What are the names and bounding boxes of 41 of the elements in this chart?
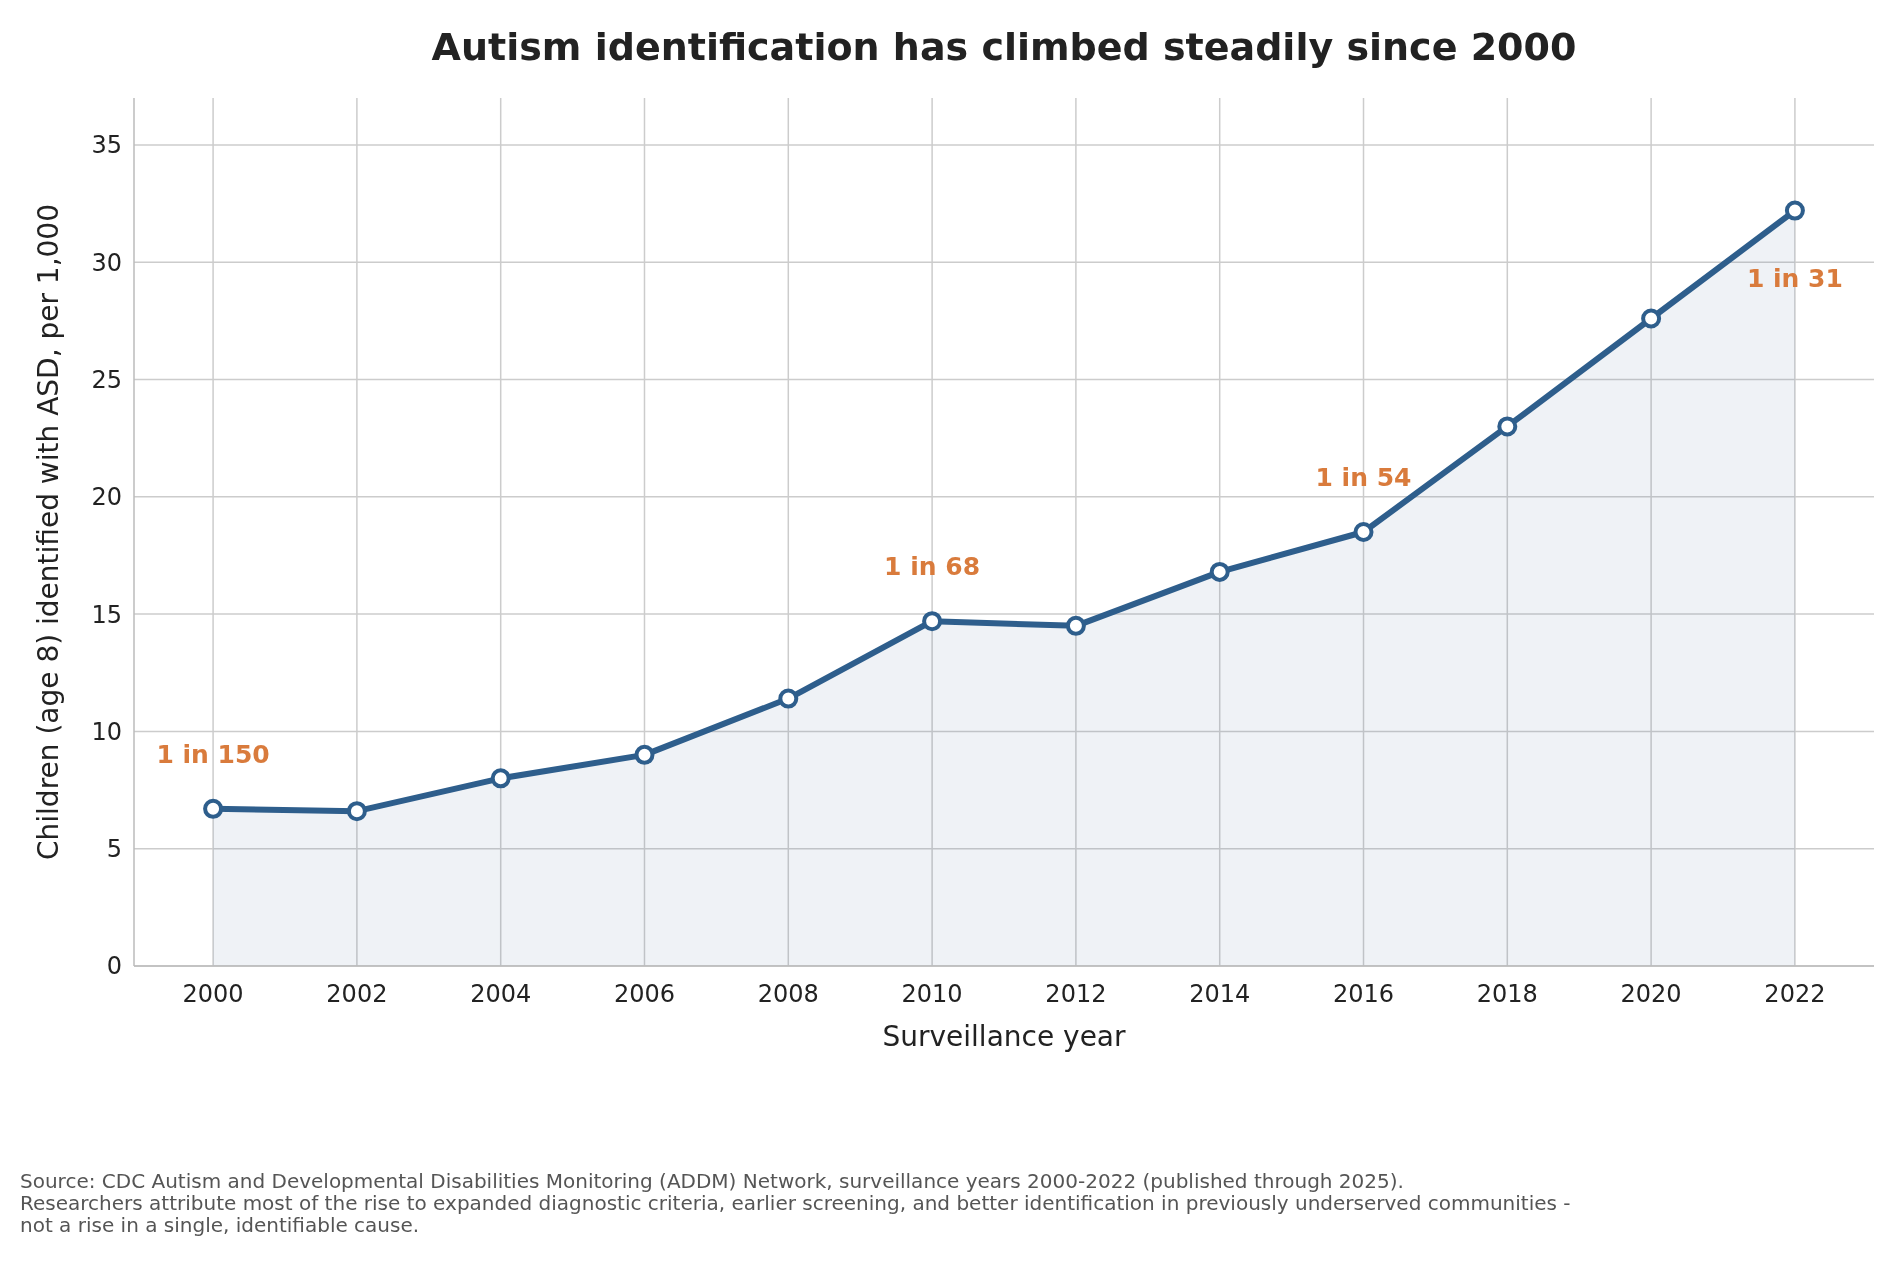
y-tick-label: 15 [91,600,122,629]
y-axis-title: Children (age 8) identified with ASD, per 1,000 [32,203,65,861]
point [1641,308,1662,329]
point [778,688,799,709]
point [1784,200,1805,221]
x-tick-label: 2016 [1332,980,1395,1008]
x-tick-label: 2006 [613,980,676,1008]
x-tick-label: 2020 [1620,980,1682,1008]
source-note: Source: CDC Autism and Developmental Disabilities Monitoring (ADDM) Network, surveillance years 2000-2022 (published through 2025). [20,1169,1404,1193]
y-tick-label: 10 [91,717,122,746]
y-tick-label: 30 [91,248,122,277]
point [922,611,943,632]
x-tick-label: 2022 [1764,980,1826,1008]
x-tick-label: 2014 [1189,980,1251,1008]
annotation: 1 in 68 [884,551,981,581]
point [1209,561,1230,582]
x-tick-label: 2000 [182,980,244,1008]
annotation: 1 in 31 [1746,264,1843,294]
x-axis-title: Surveillance year [882,1020,1127,1053]
x-tick-label: 2012 [1045,980,1107,1008]
point [346,801,367,822]
y-tick-label: 25 [91,365,122,394]
annotation: 1 in 150 [156,739,270,769]
x-tick-label: 2002 [326,980,388,1008]
x-tick-label: 2010 [901,980,963,1008]
x-tick-label: 2004 [470,980,532,1008]
point [203,798,224,819]
point [1497,416,1518,437]
y-tick-label: 0 [106,952,122,981]
x-tick-label: 2008 [757,980,819,1008]
y-tick-label: 20 [91,483,122,512]
annotation: 1 in 54 [1315,462,1412,492]
point [1353,522,1374,542]
point [490,768,511,789]
text: Researchers attribute most of the rise to expanded diagnostic criteria, earlier screening, and better identification in previously underserved communities - not a rise in a single, identifiable cause. [20,1191,1571,1237]
x-tick-label: 2018 [1476,980,1538,1008]
point [634,744,655,765]
y-tick-label: 5 [106,835,122,864]
point [1065,615,1086,636]
y-tick-label: 35 [91,131,122,160]
chart-title: Autism identification has climbed steadily since 2000 [431,25,1577,69]
